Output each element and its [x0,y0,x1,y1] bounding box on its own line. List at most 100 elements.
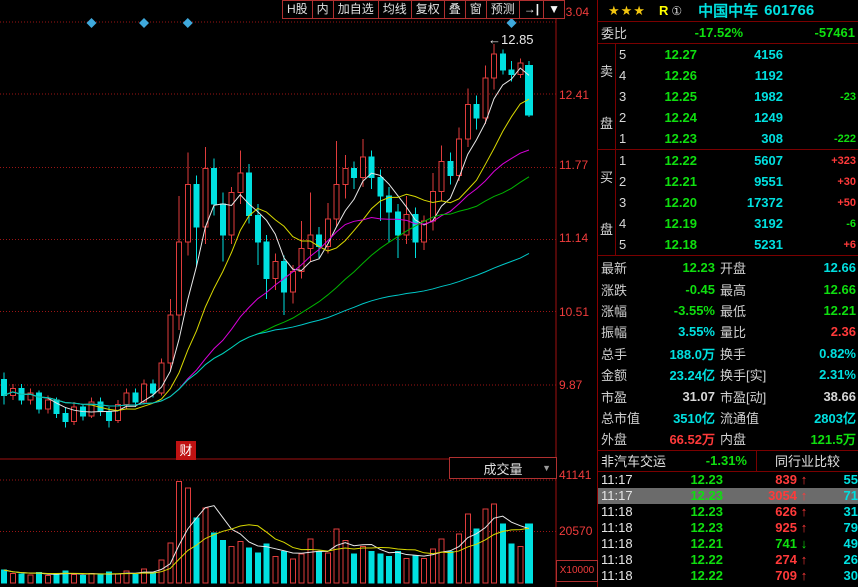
order-price: 12.19 [664,216,697,231]
trade-row[interactable]: 11:18 12.22 709 ↑ 30 [598,568,858,584]
stats-row: 最新 12.23 开盘 12.66 [598,257,858,278]
trade-time: 11:18 [601,504,633,520]
weibi-label: 委比 [601,26,628,41]
ma-button[interactable]: 均线 [377,0,412,19]
sector-change: -1.31% [705,453,747,469]
stock-code: 601766 [764,2,815,19]
buy-row-2[interactable]: 2 12.21 9551 +30 [616,171,858,192]
candle-body [482,77,489,119]
order-volume: 17372 [746,195,783,210]
inner-button[interactable]: 内 [311,0,334,19]
window-button[interactable]: 窗 [464,0,487,19]
stats-row: 振幅 3.55% 量比 2.36 [598,321,858,342]
volume-indicator-label: 成交量 [483,461,523,477]
info-circle-icon[interactable]: ① [671,3,683,18]
volume-bar [71,573,77,584]
trade-row[interactable]: 11:17 12.23 3054 ↑ 71 [598,487,858,504]
volume-bar [298,553,305,584]
sector-name[interactable]: 非汽车交运 [601,454,667,470]
volume-bar [114,573,121,584]
kline-chart-region[interactable]: H股内加自选 均线 复权叠窗预测 →| ▼ 13.04 12.41 11.77 11.1… [0,0,598,587]
order-level: 1 [619,153,627,168]
order-level: 3 [619,89,627,104]
volume-bar [272,556,279,584]
order-price: 12.27 [664,47,697,62]
candle-body [254,215,261,243]
chart-toolbar: H股内加自选 均线 复权叠窗预测 →| ▼ [282,0,566,19]
quote-panel: ★★★ R ① 中国中车 601766 委比 -17.52% -57461 卖 … [597,0,858,587]
trade-row[interactable]: 11:18 12.23 925 ↑ 79 [598,520,858,536]
volume-bar [263,543,270,584]
add-watchlist-button[interactable]: 加自选 [332,0,379,19]
stat-value: 0.82% [819,345,856,361]
quote-stats: 最新 12.23 开盘 12.66 涨跌 -0.45 最高 12.66 涨幅 -3.55% 最低 12… [598,256,858,451]
stat-label: 量比 [720,325,747,341]
kline-chart-canvas[interactable] [0,0,597,587]
stat-label: 总手 [601,346,628,362]
chevron-down-icon[interactable]: ▼ [542,463,551,473]
candle-body [202,168,209,228]
trade-row[interactable]: 11:18 12.22 274 ↑ 26 [598,552,858,568]
candle-body [246,172,252,217]
industry-compare-link[interactable]: 同行业比较 [756,450,858,471]
trade-row[interactable]: 11:18 12.23 626 ↑ 31 [598,504,858,520]
tick-trade-list[interactable]: 11:17 12.23 839 ↑ 55 11:17 12.23 3054 ↑ 71 11:18 12… [598,472,858,584]
volume-bar [88,572,95,584]
order-volume: 5607 [754,153,783,168]
trade-extra: 49 [843,536,858,552]
candle-body [176,241,182,316]
sell-row-2[interactable]: 2 12.24 1249 [616,107,858,128]
trade-price: 12.23 [690,488,723,504]
buy-row-1[interactable]: 1 12.22 5607 +323 [616,150,858,171]
candle-body [403,213,410,236]
volume-bar [447,551,454,584]
order-volume: 5231 [754,237,783,252]
volume-bar [316,551,322,584]
stat-label: 流通值 [720,410,760,426]
stat-value: 121.5万 [810,432,856,448]
stat-value: 38.66 [823,388,856,404]
sell-row-1[interactable]: 1 12.23 308 -222 [616,128,858,149]
stats-row: 总手 188.0万 换手 0.82% [598,343,858,364]
order-level: 2 [619,110,627,125]
volume-bar [386,556,392,584]
trade-row[interactable]: 11:17 12.23 839 ↑ 55 [598,472,858,488]
order-delta: +6 [843,238,856,251]
adjust-price-button[interactable]: 复权 [410,0,445,19]
volume-indicator-selector[interactable]: 成交量 ▼ [449,457,557,479]
buy-row-3[interactable]: 3 12.20 17372 +50 [616,192,858,213]
dropdown-icon[interactable]: ▼ [543,0,566,19]
order-volume: 1982 [754,89,783,104]
finance-news-badge[interactable]: 财 [176,441,196,460]
overlay-button[interactable]: 叠 [443,0,466,19]
candle-body [71,406,77,423]
trade-time: 11:18 [601,520,633,536]
sell-row-5[interactable]: 5 12.27 4156 [616,44,858,65]
trade-row[interactable]: 11:18 12.21 741 ↓ 49 [598,536,858,552]
buy-row-5[interactable]: 5 12.18 5231 +6 [616,234,858,255]
volume-axis-label: 41141 [559,468,592,482]
hk-shares-button[interactable]: H股 [282,0,313,19]
volume-bar [44,574,51,584]
event-diamond-icon [182,18,193,28]
volume-bar [525,523,533,584]
candle-body [456,138,462,176]
price-ma-line-60 [3,252,530,407]
volume-bar [254,552,261,584]
buy-row-4[interactable]: 4 12.19 3192 -6 [616,213,858,234]
event-diamond-icon [139,18,149,28]
candle-body [438,161,445,192]
candle-body [123,392,130,405]
trade-extra: 71 [843,488,858,504]
sell-row-3[interactable]: 3 12.25 1982 -23 [616,86,858,107]
arrow-up-icon: ↑ [800,488,808,504]
volume-bar [491,503,497,584]
stats-row: 涨跌 -0.45 最高 12.66 [598,278,858,299]
jump-arrow-icon[interactable]: →| [518,0,545,19]
forecast-button[interactable]: 预测 [485,0,520,19]
trade-volume: 925 [775,520,797,536]
order-delta: -222 [833,132,856,145]
volume-bar [62,570,69,584]
sell-row-4[interactable]: 4 12.26 1192 [616,65,858,86]
volume-bar [176,481,182,584]
